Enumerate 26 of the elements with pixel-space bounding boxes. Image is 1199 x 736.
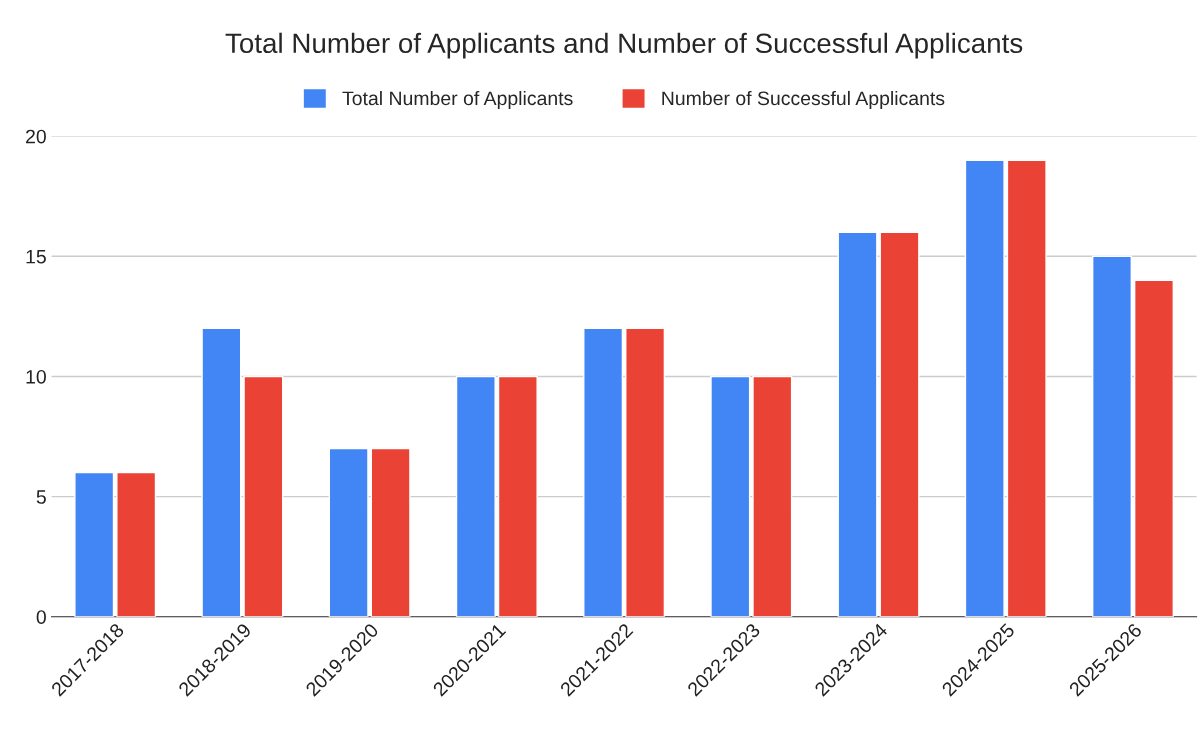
legend-label: Number of Successful Applicants <box>662 90 945 110</box>
bar <box>879 231 920 617</box>
bar <box>370 447 411 617</box>
y-tick-label: 15 <box>26 249 46 264</box>
bar <box>116 471 157 617</box>
bar <box>455 375 496 617</box>
bar <box>1133 279 1174 617</box>
legend-label: Total Number of Applicants <box>342 90 573 110</box>
bar <box>201 327 242 617</box>
y-tick-label: 0 <box>36 610 46 625</box>
bar <box>243 375 284 617</box>
y-tick-label: 5 <box>36 490 46 504</box>
bar <box>583 327 624 617</box>
bar <box>837 231 878 617</box>
bar <box>625 327 666 617</box>
bar <box>74 471 115 617</box>
bar <box>710 375 751 617</box>
bar <box>752 375 793 617</box>
bar <box>964 159 1005 617</box>
bar <box>328 447 369 617</box>
chart-title: Total Number of Applicants and Number of Successful Applicants <box>225 32 1023 59</box>
bar <box>1091 255 1133 617</box>
y-tick-label: 20 <box>26 129 46 144</box>
y-tick-label: 10 <box>26 369 46 384</box>
bar <box>1006 159 1047 617</box>
bar <box>497 375 538 617</box>
